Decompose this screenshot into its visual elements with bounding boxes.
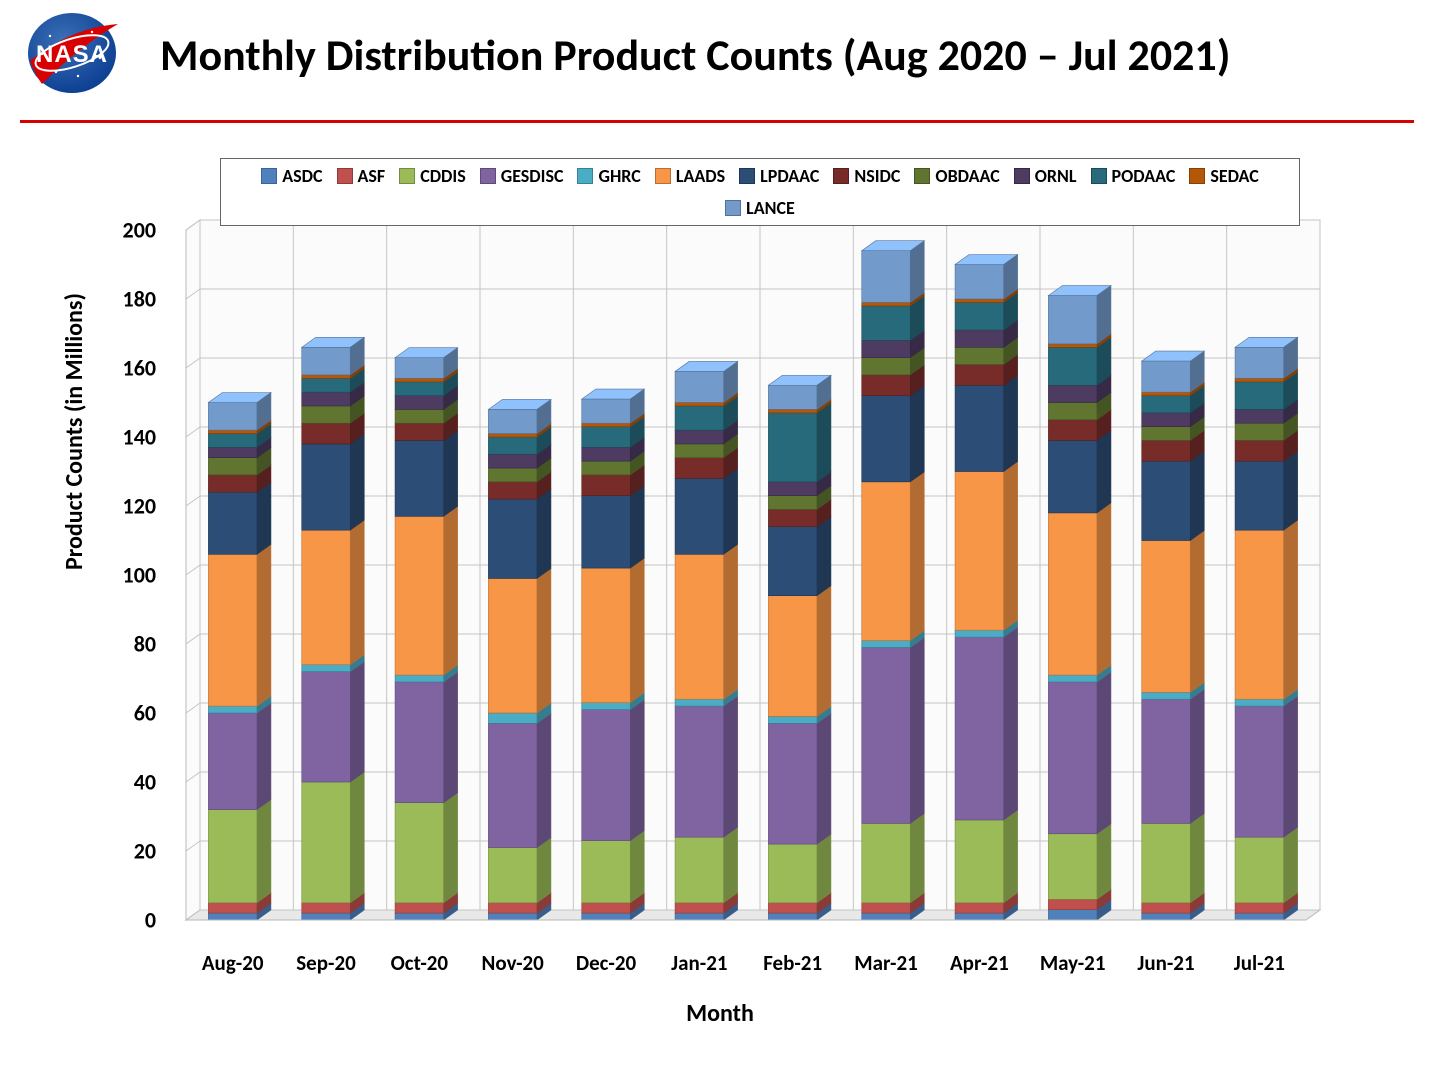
title-underline [20, 120, 1414, 123]
slide-header: NASA Monthly Distribution Product Counts… [0, 0, 1434, 82]
x-tick: Jan-21 [671, 950, 727, 976]
svg-text:NASA: NASA [36, 41, 108, 68]
legend-label: PODAAC [1112, 165, 1176, 187]
legend-label: ASF [358, 165, 386, 187]
legend-item: LPDAAC [739, 165, 819, 187]
y-tick: 80 [80, 631, 156, 658]
plot-area [166, 210, 1326, 940]
legend-swatch [739, 168, 755, 184]
slide: NASA Monthly Distribution Product Counts… [0, 0, 1434, 1080]
legend-swatch [480, 168, 496, 184]
legend-item: GHRC [577, 165, 640, 187]
legend-label: GHRC [598, 165, 640, 187]
legend-item: OBDAAC [914, 165, 999, 187]
slide-title: Monthly Distribution Product Counts (Aug… [160, 28, 1394, 82]
legend-label: SEDAC [1210, 165, 1258, 187]
x-tick-labels: Aug-20 Sep-20 Oct-20 Nov-20 Dec-20 Jan-21 Feb-… [166, 950, 1326, 990]
x-tick: Dec-20 [576, 950, 636, 976]
legend-item: ASF [337, 165, 386, 187]
legend-item: CDDIS [399, 165, 466, 187]
legend-swatch [399, 168, 415, 184]
legend-item: PODAAC [1091, 165, 1176, 187]
legend-swatch [261, 168, 277, 184]
legend-item: LANCE [725, 197, 795, 219]
x-tick: Feb-21 [763, 950, 822, 976]
legend-swatch [833, 168, 849, 184]
x-axis-label: Month [80, 999, 1360, 1028]
y-tick: 200 [80, 217, 156, 244]
chart-area: ASDC ASF CDDIS GESDISC GHRC LAADS LPDAAC NSIDC O… [80, 150, 1360, 1030]
legend-swatch [337, 168, 353, 184]
y-tick: 0 [80, 907, 156, 934]
legend-label: CDDIS [420, 165, 466, 187]
legend-swatch [577, 168, 593, 184]
y-tick: 180 [80, 286, 156, 313]
x-tick: Jun-21 [1137, 950, 1194, 976]
legend-item: LAADS [655, 165, 725, 187]
legend-label: OBDAAC [935, 165, 999, 187]
y-tick: 100 [80, 562, 156, 589]
y-tick: 120 [80, 493, 156, 520]
x-tick: Apr-21 [950, 950, 1009, 976]
legend-label: LANCE [746, 197, 795, 219]
x-tick: Jul-21 [1234, 950, 1285, 976]
legend-item: GESDISC [480, 165, 564, 187]
legend-label: NSIDC [854, 165, 900, 187]
legend-swatch [725, 200, 741, 216]
legend-swatch [1014, 168, 1030, 184]
legend-swatch [1189, 168, 1205, 184]
legend-item: NSIDC [833, 165, 900, 187]
legend-swatch [914, 168, 930, 184]
y-tick: 140 [80, 424, 156, 451]
x-tick: Oct-20 [391, 950, 448, 976]
y-tick: 40 [80, 769, 156, 796]
legend-swatch [1091, 168, 1107, 184]
legend-label: LPDAAC [760, 165, 819, 187]
x-tick: Sep-20 [296, 950, 355, 976]
legend-label: ASDC [282, 165, 322, 187]
x-tick: Nov-20 [482, 950, 544, 976]
legend-swatch [655, 168, 671, 184]
legend-item: ORNL [1014, 165, 1077, 187]
legend-label: ORNL [1035, 165, 1077, 187]
y-tick: 60 [80, 700, 156, 727]
x-tick: Mar-21 [854, 950, 918, 976]
y-tick: 160 [80, 355, 156, 382]
legend: ASDC ASF CDDIS GESDISC GHRC LAADS LPDAAC NSIDC O… [220, 158, 1300, 226]
nasa-logo: NASA [22, 6, 122, 96]
legend-label: GESDISC [501, 165, 564, 187]
legend-label: LAADS [676, 165, 725, 187]
x-tick: May-21 [1040, 950, 1106, 976]
legend-item: SEDAC [1189, 165, 1258, 187]
y-tick: 20 [80, 838, 156, 865]
y-tick-labels: 0 20 40 60 80 100 120 140 160 180 200 [80, 210, 166, 940]
legend-item: ASDC [261, 165, 322, 187]
x-tick: Aug-20 [202, 950, 264, 976]
